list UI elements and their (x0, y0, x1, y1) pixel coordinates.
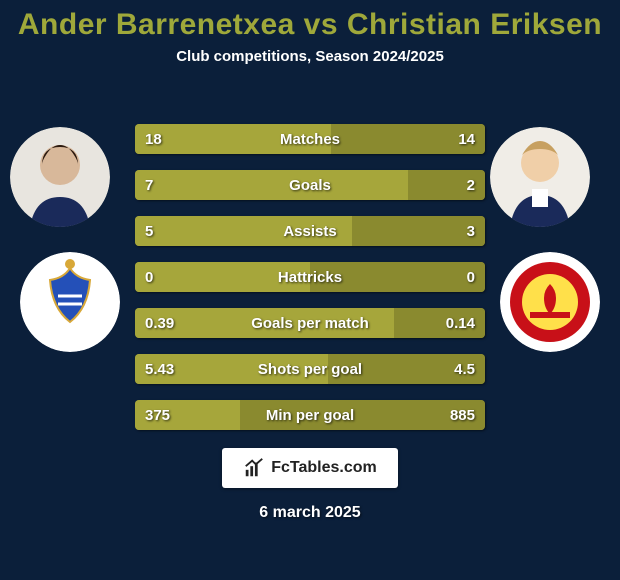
brand-badge: FcTables.com (222, 448, 398, 488)
comparison-card: Ander Barrenetxea vs Christian Eriksen C… (0, 0, 620, 580)
person-icon (10, 127, 110, 227)
chart-icon (243, 457, 265, 479)
stat-label: Min per goal (135, 407, 485, 424)
stat-label: Matches (135, 131, 485, 148)
page-title: Ander Barrenetxea vs Christian Eriksen (0, 8, 620, 42)
club-crest-icon (20, 252, 120, 352)
person-icon (490, 127, 590, 227)
subtitle: Club competitions, Season 2024/2025 (0, 48, 620, 65)
stat-label: Shots per goal (135, 361, 485, 378)
stat-row: 00Hattricks (135, 262, 485, 292)
date-label: 6 march 2025 (0, 504, 620, 522)
stat-row: 0.390.14Goals per match (135, 308, 485, 338)
brand-text: FcTables.com (271, 459, 377, 477)
stat-label: Goals per match (135, 315, 485, 332)
player-left-avatar (10, 127, 110, 227)
club-left-logo (20, 252, 120, 352)
club-crest-icon (500, 252, 600, 352)
stat-row: 72Goals (135, 170, 485, 200)
stat-label: Assists (135, 223, 485, 240)
stat-row: 5.434.5Shots per goal (135, 354, 485, 384)
stat-label: Goals (135, 177, 485, 194)
stat-row: 1814Matches (135, 124, 485, 154)
player-right-avatar (490, 127, 590, 227)
stat-row: 375885Min per goal (135, 400, 485, 430)
stat-row: 53Assists (135, 216, 485, 246)
club-right-logo (500, 252, 600, 352)
stat-label: Hattricks (135, 269, 485, 286)
stats-container: 1814Matches 72Goals 53Assists 00Hattricks 0.… (135, 124, 485, 446)
